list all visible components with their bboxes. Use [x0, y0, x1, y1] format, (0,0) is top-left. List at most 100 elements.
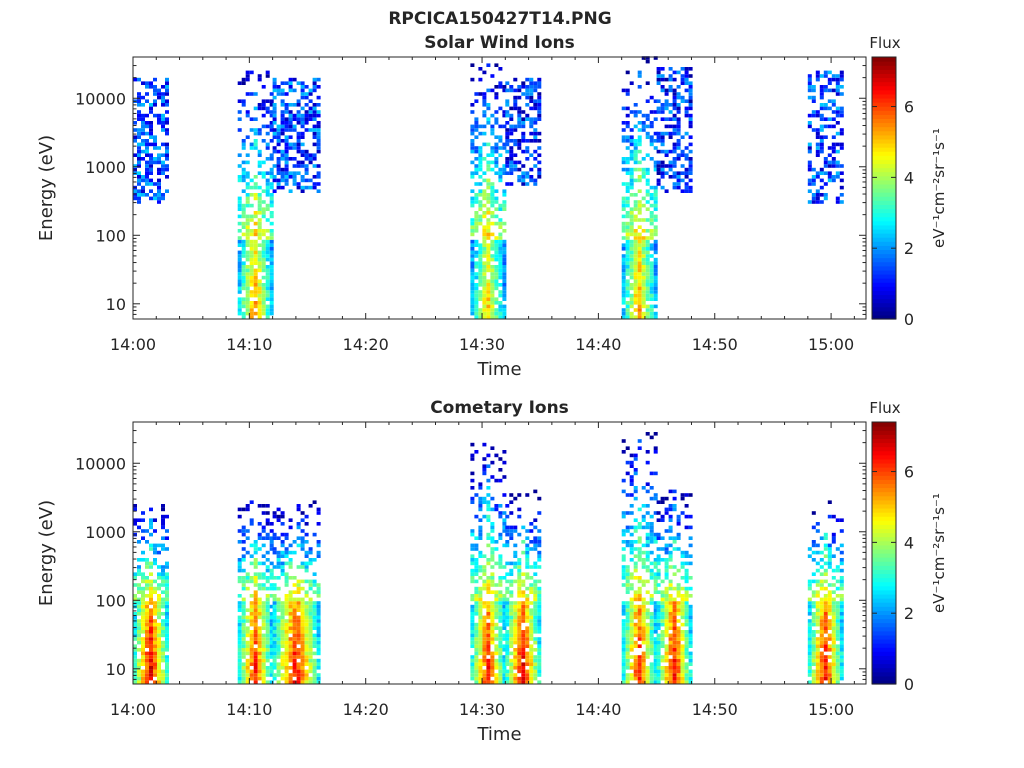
heatmap-cell: [486, 121, 491, 125]
heatmap-cell: [494, 95, 499, 100]
heatmap-cell: [533, 619, 538, 623]
heatmap-cell: [517, 117, 522, 121]
heatmap-cell: [288, 658, 293, 663]
heatmap-cell: [265, 669, 270, 674]
heatmap-cell: [161, 633, 165, 638]
heatmap-cell: [660, 185, 665, 190]
heatmap-cell: [149, 561, 153, 566]
heatmap-cell: [645, 311, 650, 316]
heatmap-cell: [633, 232, 638, 237]
heatmap-cell: [815, 70, 820, 75]
heatmap-cell: [237, 308, 242, 312]
heatmap-cell: [625, 171, 630, 175]
heatmap-cell: [680, 493, 685, 497]
heatmap-cell: [509, 601, 514, 605]
heatmap-cell: [253, 612, 258, 616]
heatmap-cell: [494, 239, 499, 244]
heatmap-cell: [509, 651, 514, 656]
heatmap-cell: [525, 139, 530, 143]
heatmap-cell: [641, 218, 646, 222]
heatmap-cell: [688, 164, 693, 168]
colorbar-segment: [872, 257, 896, 263]
heatmap-cell: [153, 619, 157, 623]
heatmap-cell: [629, 640, 634, 645]
heatmap-cell: [253, 640, 258, 645]
heatmap-cell: [292, 171, 297, 175]
heatmap-cell: [474, 608, 479, 612]
heatmap-cell: [482, 272, 487, 276]
heatmap-cell: [680, 615, 685, 620]
heatmap-cell: [645, 131, 650, 136]
heatmap-cell: [811, 110, 816, 114]
heatmap-cell: [312, 110, 317, 114]
heatmap-cell: [145, 601, 149, 605]
heatmap-cell: [819, 146, 824, 150]
heatmap-cell: [241, 576, 246, 580]
heatmap-cell: [827, 565, 832, 569]
heatmap-cell: [253, 648, 258, 652]
heatmap-cell: [680, 153, 685, 157]
heatmap-cell: [137, 117, 141, 121]
x-tick-label: 14:10: [226, 700, 272, 719]
heatmap-cell: [641, 543, 646, 548]
heatmap-cell: [676, 103, 681, 107]
heatmap-cell: [482, 680, 487, 684]
heatmap-cell: [249, 193, 254, 197]
heatmap-cell: [517, 651, 522, 656]
heatmap-cell: [505, 121, 510, 125]
heatmap-cell: [276, 536, 281, 540]
heatmap-cell: [649, 532, 654, 537]
heatmap-cell: [308, 550, 313, 555]
heatmap-cell: [684, 640, 689, 645]
heatmap-cell: [165, 576, 169, 580]
heatmap-cell: [645, 590, 650, 594]
heatmap-cell: [637, 525, 642, 530]
heatmap-cell: [823, 640, 828, 645]
heatmap-cell: [494, 561, 499, 566]
heatmap-cell: [288, 117, 293, 121]
heatmap-cell: [470, 229, 475, 233]
heatmap-cell: [653, 257, 658, 262]
heatmap-cell: [292, 604, 297, 609]
heatmap-cell: [272, 637, 277, 641]
heatmap-cell: [668, 507, 673, 512]
heatmap-cell: [625, 640, 630, 645]
colorbar-segment: [872, 659, 896, 665]
heatmap-cell: [237, 633, 242, 638]
heatmap-cell: [490, 666, 495, 670]
heatmap-cell: [308, 504, 313, 508]
heatmap-cell: [633, 471, 638, 476]
heatmap-cell: [308, 110, 313, 114]
heatmap-cell: [533, 106, 538, 111]
heatmap-cell: [641, 254, 646, 258]
heatmap-cell: [257, 547, 262, 551]
colorbar-segment: [872, 306, 896, 312]
heatmap-cell: [245, 265, 250, 269]
heatmap-cell: [304, 594, 309, 598]
heatmap-cell: [672, 540, 677, 544]
heatmap-cell: [245, 257, 250, 262]
heatmap-cell: [494, 160, 499, 165]
heatmap-cell: [470, 175, 475, 179]
colorbar-segment: [872, 483, 896, 489]
heatmap-cell: [284, 597, 289, 602]
heatmap-cell: [261, 633, 266, 638]
heatmap-cell: [161, 669, 165, 674]
heatmap-cell: [253, 301, 258, 305]
heatmap-cell: [684, 622, 689, 627]
heatmap-cell: [684, 74, 689, 78]
heatmap-cell: [261, 103, 266, 107]
heatmap-cell: [257, 666, 262, 670]
heatmap-cell: [688, 514, 693, 519]
heatmap-cell: [621, 290, 626, 294]
heatmap-cell: [537, 146, 542, 150]
colorbar-segment: [872, 81, 896, 87]
heatmap-cell: [494, 648, 499, 652]
heatmap-cell: [831, 117, 836, 121]
heatmap-cell: [641, 196, 646, 201]
heatmap-cell: [292, 626, 297, 630]
heatmap-cell: [245, 676, 250, 681]
heatmap-cell: [494, 637, 499, 641]
heatmap-cell: [137, 540, 141, 544]
heatmap-cell: [680, 554, 685, 558]
